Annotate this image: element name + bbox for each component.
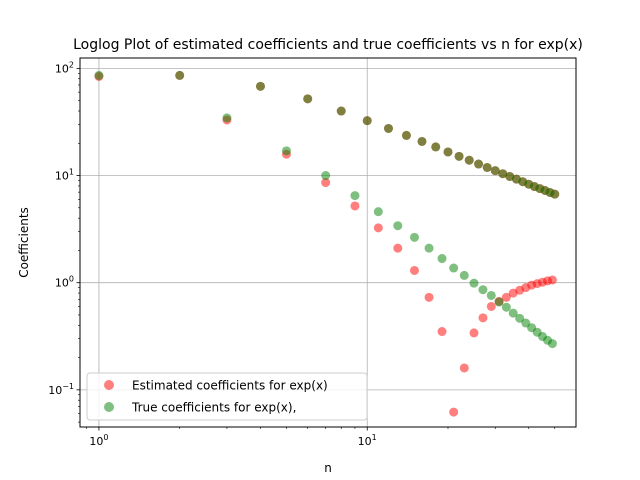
legend-label-estimated: Estimated coefficients for exp(x) [132,379,328,393]
estimated-coefficient-point [409,265,419,275]
estimated-coefficient-point [501,292,511,302]
estimated-coefficient-point [469,328,479,338]
y-tick-label: 100 [55,275,74,290]
axis-ticks: 100 101 10−1 100 101 102 [48,60,556,448]
true-coefficient-point [393,221,403,231]
y-axis-label: Coefficients [17,207,31,278]
estimated-coefficient-point [547,275,557,285]
true-coefficient-point [494,297,504,307]
true-coefficient-point [498,169,508,179]
true-coefficient-point [383,123,393,133]
true-coefficient-point [508,308,518,318]
true-coefficient-point [501,302,511,312]
true-coefficient-point [303,94,313,104]
true-coefficient-point [401,130,411,140]
estimated-coefficient-point [478,313,488,323]
true-coefficient-point [490,166,500,176]
x-axis-label: n [324,461,332,475]
estimated-coefficient-point [350,201,360,211]
true-coefficient-point [515,313,525,323]
true-coefficient-point [464,155,474,165]
true-coefficient-point [350,191,360,201]
true-coefficient-point [94,70,104,80]
true-coefficient-point [478,285,488,295]
estimated-coefficient-point [424,292,434,302]
true-coefficient-point [175,70,185,80]
estimated-coefficient-point [321,178,331,188]
true-coefficient-point [449,263,459,273]
true-coefficient-point [547,339,557,349]
y-tick-label: 101 [55,168,74,183]
true-coefficient-point [437,254,447,264]
true-coefficient-point [321,171,331,181]
x-tick-label: 101 [358,433,377,448]
true-coefficient-point [222,113,232,123]
estimated-coefficient-point [449,407,459,417]
true-coefficient-point [255,81,265,91]
true-coefficient-point [469,278,479,288]
legend-marker-true [104,402,114,412]
estimated-coefficient-point [373,223,383,233]
x-tick-label: 100 [89,433,108,448]
true-coefficient-point [409,232,419,242]
y-tick-label: 102 [55,60,74,75]
estimated-coefficient-point [393,243,403,253]
true-coefficient-point [373,207,383,217]
true-coefficient-point [336,106,346,116]
legend: Estimated coefficients for exp(x) True c… [86,372,368,421]
true-coefficient-point [459,270,469,280]
true-coefficient-point [362,116,372,126]
true-coefficient-point [443,147,453,157]
true-coefficient-point [281,146,291,156]
legend-box [86,372,368,421]
true-coefficient-point [417,136,427,146]
true-coefficient-point [482,162,492,172]
plot-frame [79,57,577,428]
estimated-coefficient-point [437,327,447,337]
true-coefficient-point [550,189,560,199]
true-coefficient-point [454,151,464,161]
true-coefficient-point [486,290,496,300]
estimated-coefficient-point [459,363,469,373]
legend-marker-estimated [104,380,114,390]
y-tick-label: 10−1 [48,382,74,397]
true-coefficient-point [424,243,434,253]
true-coefficient-point [431,142,441,152]
true-coefficient-point [474,159,484,169]
chart-title: Loglog Plot of estimated coefficients an… [73,37,583,53]
data-points [94,70,560,417]
legend-label-true: True coefficients for exp(x), [131,401,296,415]
estimated-coefficient-point [486,301,496,311]
